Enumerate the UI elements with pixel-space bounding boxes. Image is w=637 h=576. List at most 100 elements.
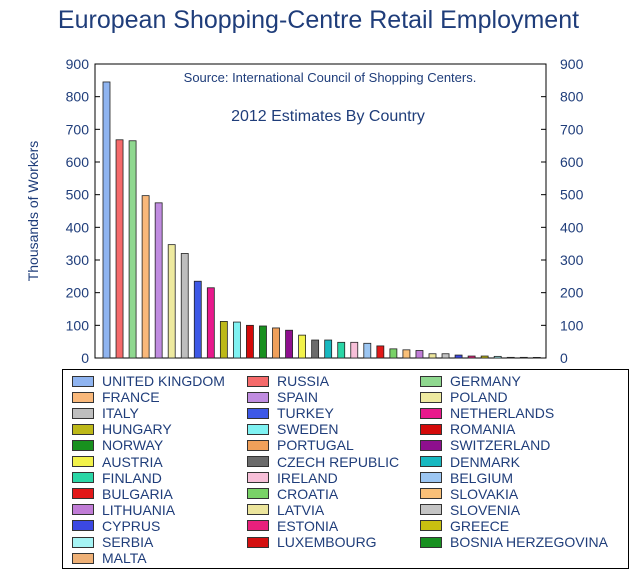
legend-item: AUSTRIA [72,454,163,470]
bar-netherlands [206,287,215,359]
bar-denmark [324,339,333,359]
bar-portugal [272,327,280,359]
y-tick-label-right: 200 [560,285,584,301]
legend-item: CROATIA [247,486,338,502]
bar-slovenia [441,353,450,359]
y-tick-label-left: 400 [66,219,90,235]
y-tick-label-right: 800 [560,89,584,105]
source-note: Source: International Council of Shoppin… [184,70,477,85]
legend-swatch [420,520,442,532]
legend-item: UNITED KINGDOM [72,373,225,389]
legend-item: ITALY [72,405,139,421]
bar-chart: 0 100 200 300 400 500 600 700 800 900 0 100 200 300 4… [25,56,584,366]
bar-switzerland [285,329,293,359]
legend: UNITED KINGDOM RUSSIA GERMANY FRANCE SPAIN PO… [62,369,629,569]
legend-swatch [420,375,442,387]
legend-label: FINLAND [102,469,162,486]
legend-swatch [72,391,94,403]
legend-label: SERBIA [102,534,154,550]
legend-label: RUSSIA [277,373,330,389]
legend-item: SWEDEN [247,421,338,437]
y-tick-label-left: 300 [66,252,90,268]
bar-germany [128,140,137,359]
legend-item: BULGARIA [72,486,173,502]
legend-label: POLAND [450,389,508,406]
legend-label: UNITED KINGDOM [102,373,225,389]
legend-swatch [247,536,269,548]
legend-label: FRANCE [102,389,160,406]
bar-united-kingdom [102,81,111,359]
chart-subtitle: 2012 Estimates By Country [231,108,425,125]
legend-label: LATVIA [277,501,325,518]
legend-swatch [420,488,442,500]
legend-item: GERMANY [420,373,521,389]
legend-swatch [72,407,94,419]
legend-swatch [420,472,442,484]
plot-frame [94,63,547,359]
legend-label: CZECH REPUBLIC [277,453,400,470]
y-axis-label: Thousands of Workers [25,141,41,282]
bar-bulgaria [376,345,385,359]
bar-turkey [193,280,202,359]
bar-norway [259,325,267,359]
legend-swatch [247,456,269,467]
y-tick-label-right: 100 [560,317,584,333]
legend-swatch [247,488,269,500]
y-tick-label-left: 600 [66,154,90,170]
bar-czech-republic [311,339,320,359]
legend-label: ESTONIA [277,517,339,534]
legend-swatch [247,520,269,532]
legend-label: BELGIUM [450,469,514,486]
legend-swatch [247,407,269,419]
legend-label: SLOVAKIA [450,485,519,502]
bar-russia [115,139,124,359]
legend-label: BULGARIA [102,485,173,502]
legend-item: ESTONIA [247,518,338,534]
legend-label: GERMANY [450,373,521,389]
legend-label: BOSNIA HERZEGOVINA [450,534,608,550]
legend-item: LATVIA [247,502,324,518]
bar-belgium [363,342,372,359]
legend-label: DENMARK [450,453,521,470]
right-y-axis: 0 100 200 300 400 500 600 700 800 900 [541,56,584,366]
legend-label: TURKEY [277,405,334,422]
legend-label: SLOVENIA [450,501,521,518]
legend-swatch [72,423,94,435]
bar-cyprus [454,354,463,359]
legend-swatch [72,504,94,516]
y-tick-label-left: 0 [81,350,89,366]
legend-item: DENMARK [420,454,520,470]
legend-swatch [247,439,269,451]
legend-item: CZECH REPUBLIC [247,454,399,470]
legend-swatch [247,472,269,484]
legend-swatch [72,488,94,500]
legend-item: CYPRUS [72,518,160,534]
bar-spain [154,202,163,359]
legend-item: NETHERLANDS [420,405,554,421]
legend-item: BOSNIA HERZEGOVINA [420,534,608,550]
bar-sweden [232,321,241,359]
legend-item: SPAIN [247,389,318,405]
bar-latvia [428,353,437,359]
legend-item: ROMANIA [420,421,515,437]
bar-serbia [493,355,502,359]
legend-label: SWITZERLAND [450,437,551,454]
legend-label: CYPRUS [102,517,161,534]
y-tick-label-left: 700 [66,121,90,137]
legend-label: HUNGARY [102,421,172,438]
legend-item: HUNGARY [72,421,172,437]
y-tick-label-right: 400 [560,219,584,235]
legend-swatch [72,552,94,564]
bar-romania [246,324,254,359]
legend-label: LUXEMBOURG [277,534,377,550]
legend-swatch [72,456,94,467]
bars [102,81,541,359]
legend-label: IRELAND [277,469,338,486]
legend-item: PORTUGAL [247,437,354,453]
bar-slovakia [402,349,411,359]
legend-item: GREECE [420,518,509,534]
legend-item: SLOVENIA [420,502,520,518]
bar-poland [167,244,176,359]
legend-item: IRELAND [247,470,338,486]
legend-swatch [72,375,94,387]
